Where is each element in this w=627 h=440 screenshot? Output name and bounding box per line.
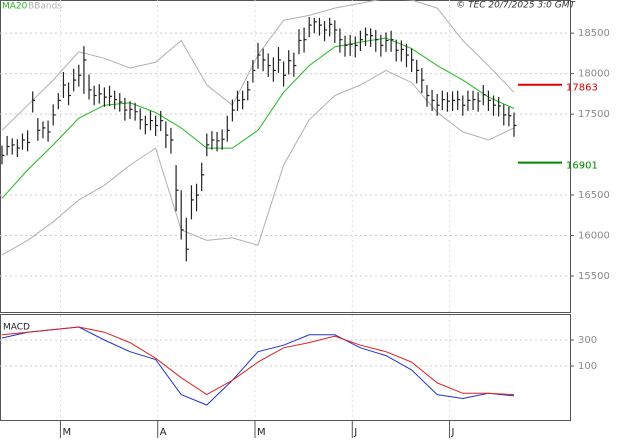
price-plot	[0, 0, 570, 312]
y-tick-label: 100	[578, 361, 597, 372]
y-tick-label: 16500	[578, 190, 610, 201]
y-tick-label: 17500	[578, 109, 610, 120]
macd-line	[1, 326, 515, 396]
panel-title: MACD	[3, 323, 30, 333]
y-tick-label: 18500	[578, 28, 610, 39]
level-label: 17863	[566, 83, 598, 94]
y-tick-label: 15500	[578, 271, 610, 282]
x-tick-label: J	[451, 427, 455, 438]
band-line	[1, 69, 515, 256]
level-label: 16901	[566, 161, 598, 172]
x-tick-label: J	[353, 427, 357, 438]
x-tick-label: A	[160, 427, 167, 438]
legend-entry: MA20	[2, 2, 28, 12]
watermark: © TEC 20/7/2025 3:0 GMT	[456, 1, 576, 11]
price-panel	[0, 0, 571, 313]
legend-entry: BBands	[28, 2, 62, 12]
macd-line	[1, 326, 515, 406]
y-tick-label: 16000	[578, 231, 610, 242]
x-tick-label: M	[257, 427, 266, 438]
macd-plot	[0, 315, 570, 420]
y-tick-label: 18000	[578, 69, 610, 80]
ma-line	[1, 37, 515, 199]
y-tick-label: 300	[578, 335, 597, 346]
x-tick-label: M	[62, 427, 71, 438]
